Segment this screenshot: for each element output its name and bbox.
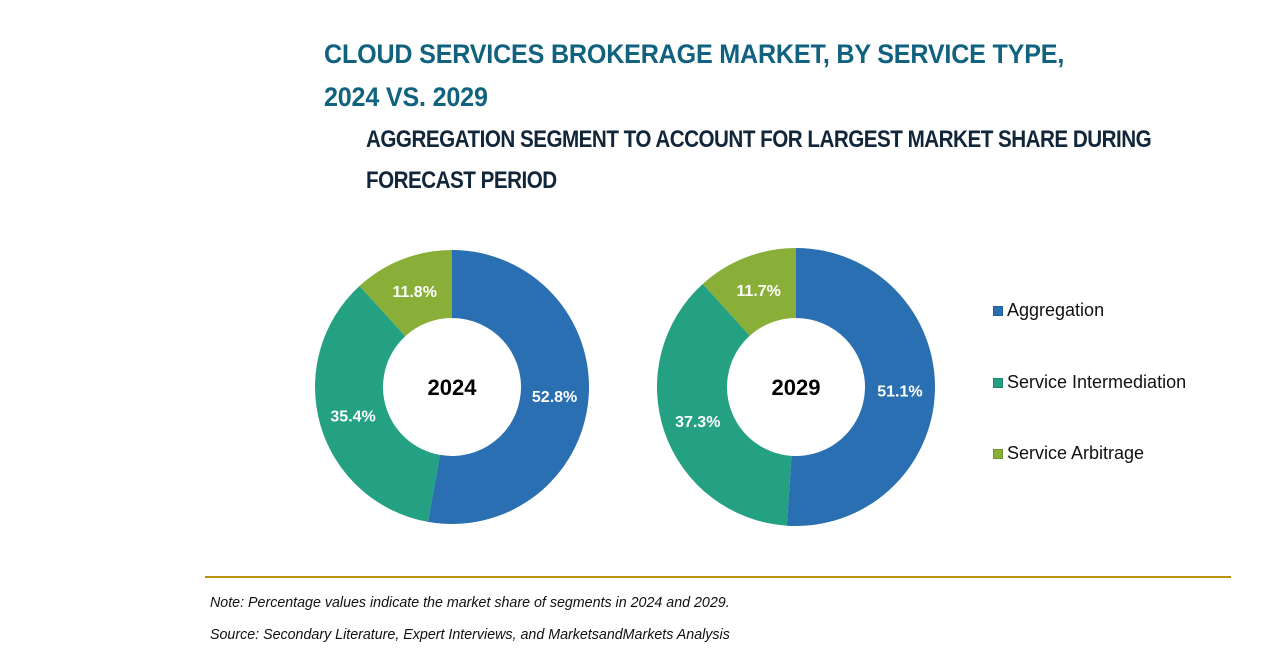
chart-title: CLOUD SERVICES BROKERAGE MARKET, BY SERV… bbox=[324, 33, 1064, 119]
data-label-service-intermediation: 35.4% bbox=[330, 409, 375, 426]
legend-swatch-service-arbitrage bbox=[993, 448, 1003, 459]
data-label-aggregation: 51.1% bbox=[877, 383, 922, 400]
chart-subtitle-line-1: AGGREGATION SEGMENT TO ACCOUNT FOR LARGE… bbox=[366, 126, 1152, 153]
data-label-service-arbitrage: 11.7% bbox=[736, 283, 780, 300]
donut-center-label: 2029 bbox=[772, 375, 821, 400]
legend-item-aggregation: Aggregation bbox=[993, 300, 1104, 321]
data-label-aggregation: 52.8% bbox=[532, 389, 577, 406]
footer-source: Source: Secondary Literature, Expert Int… bbox=[210, 626, 730, 643]
chart-title-line-1: CLOUD SERVICES BROKERAGE MARKET, BY SERV… bbox=[324, 39, 1065, 69]
legend-item-service-intermediation: Service Intermediation bbox=[993, 372, 1186, 393]
chart-subtitle-line-2: FORECAST PERIOD bbox=[366, 167, 557, 194]
donut-slice-aggregation bbox=[428, 250, 590, 525]
chart-subtitle: AGGREGATION SEGMENT TO ACCOUNT FOR LARGE… bbox=[366, 119, 1152, 201]
footer-note: Note: Percentage values indicate the mar… bbox=[210, 594, 730, 611]
donut-slice-service-intermediation bbox=[315, 285, 440, 522]
donut-center-label: 2024 bbox=[428, 375, 478, 400]
legend-label: Service Arbitrage bbox=[1007, 443, 1145, 463]
chart-title-line-2: 2024 VS. 2029 bbox=[324, 82, 488, 112]
legend-swatch-aggregation bbox=[993, 305, 1003, 316]
data-label-service-intermediation: 37.3% bbox=[675, 414, 720, 431]
donut-slice-service-intermediation bbox=[657, 283, 792, 526]
legend-label: Service Intermediation bbox=[1007, 372, 1187, 392]
footer-divider bbox=[205, 576, 1231, 578]
donut-chart-2029: 51.1% 37.3% 11.7% 2029 bbox=[657, 248, 935, 526]
legend-swatch-service-intermediation bbox=[993, 377, 1003, 388]
donut-chart-2024: 52.8% 35.4% 11.8% 2024 bbox=[315, 250, 590, 525]
donut-slice-aggregation bbox=[786, 248, 935, 526]
legend-label: Aggregation bbox=[1007, 300, 1105, 320]
donut-slice-service-arbitrage bbox=[359, 250, 452, 337]
legend-item-service-arbitrage: Service Arbitrage bbox=[993, 443, 1144, 464]
donut-slice-service-arbitrage bbox=[702, 248, 796, 336]
data-label-service-arbitrage: 11.8% bbox=[392, 284, 436, 301]
